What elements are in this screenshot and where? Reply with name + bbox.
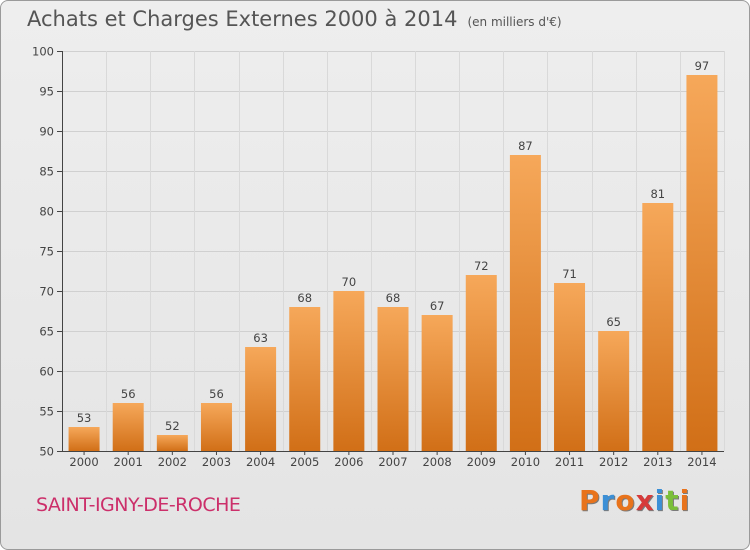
y-tick-label: 95 bbox=[39, 85, 54, 99]
place-name: SAINT-IGNY-DE-ROCHE bbox=[36, 494, 241, 516]
data-label-2001: 56 bbox=[121, 387, 136, 401]
data-label-2014: 97 bbox=[695, 59, 710, 73]
y-tick-label: 50 bbox=[39, 445, 54, 459]
x-tick-label-2003: 2003 bbox=[202, 455, 231, 469]
chart-title: Achats et Charges Externes 2000 à 2014 (e… bbox=[27, 7, 562, 31]
bar-2004 bbox=[245, 347, 277, 451]
x-tick-label-2004: 2004 bbox=[246, 455, 275, 469]
data-label-2011: 71 bbox=[562, 267, 577, 281]
x-tick-label-2011: 2011 bbox=[555, 455, 584, 469]
bar-2006 bbox=[333, 291, 365, 451]
bar-2009 bbox=[465, 275, 497, 451]
data-label-2005: 68 bbox=[297, 291, 312, 305]
data-label-2000: 53 bbox=[77, 411, 92, 425]
bar-2014 bbox=[686, 75, 718, 451]
data-label-2007: 68 bbox=[386, 291, 401, 305]
x-tick-label-2000: 2000 bbox=[69, 455, 98, 469]
logo-letter: t bbox=[665, 484, 680, 517]
x-tick-label-2010: 2010 bbox=[511, 455, 540, 469]
bar-2000 bbox=[68, 427, 100, 451]
x-tick-label-2013: 2013 bbox=[643, 455, 672, 469]
bar-2008 bbox=[421, 315, 453, 451]
bar-2012 bbox=[598, 331, 630, 451]
logo-letter: i bbox=[654, 484, 666, 517]
data-label-2006: 70 bbox=[342, 275, 357, 289]
x-tick-label-2007: 2007 bbox=[378, 455, 407, 469]
bar-2005 bbox=[289, 307, 321, 451]
data-label-2010: 87 bbox=[518, 139, 533, 153]
x-tick-label-2014: 2014 bbox=[687, 455, 716, 469]
logo-letter: P bbox=[579, 484, 601, 517]
bar-2002 bbox=[156, 435, 188, 451]
x-tick-label-2001: 2001 bbox=[114, 455, 143, 469]
y-tick-label: 75 bbox=[39, 245, 54, 259]
y-tick-label: 90 bbox=[39, 125, 54, 139]
x-tick-label-2008: 2008 bbox=[422, 455, 451, 469]
chart-title-text: Achats et Charges Externes 2000 à 2014 bbox=[27, 7, 458, 31]
proxiti-logo[interactable]: Proxiti bbox=[579, 484, 690, 517]
y-tick-label: 70 bbox=[39, 285, 54, 299]
chart-subtitle: (en milliers d'€) bbox=[467, 15, 562, 29]
data-label-2003: 56 bbox=[209, 387, 224, 401]
bar-2013 bbox=[642, 203, 674, 451]
y-tick-label: 55 bbox=[39, 405, 54, 419]
data-label-2009: 72 bbox=[474, 259, 489, 273]
logo-letter: o bbox=[615, 484, 636, 517]
labels: 50 55 60 65 70 75 80 85 90 95 100 53 2000 56 2001 52 200… bbox=[32, 45, 717, 470]
bar-2010 bbox=[509, 155, 541, 451]
x-tick-label-2002: 2002 bbox=[158, 455, 187, 469]
bar-2011 bbox=[554, 283, 586, 451]
x-tick-label-2006: 2006 bbox=[334, 455, 363, 469]
x-tick-label-2009: 2009 bbox=[467, 455, 496, 469]
logo-letter: r bbox=[600, 484, 616, 517]
data-label-2013: 81 bbox=[650, 187, 665, 201]
data-label-2002: 52 bbox=[165, 419, 180, 433]
x-tick-label-2005: 2005 bbox=[290, 455, 319, 469]
bars bbox=[68, 75, 718, 451]
logo-letter: i bbox=[679, 484, 691, 517]
x-tick-label-2012: 2012 bbox=[599, 455, 628, 469]
y-tick-label: 65 bbox=[39, 325, 54, 339]
bar-2003 bbox=[200, 403, 232, 451]
y-tick-label: 85 bbox=[39, 165, 54, 179]
logo-letter: x bbox=[635, 484, 655, 517]
y-tick-label: 100 bbox=[32, 45, 54, 59]
axes bbox=[57, 51, 724, 455]
data-label-2008: 67 bbox=[430, 299, 445, 313]
y-tick-label: 60 bbox=[39, 365, 54, 379]
bar-2007 bbox=[377, 307, 409, 451]
y-tick-label: 80 bbox=[39, 205, 54, 219]
data-label-2012: 65 bbox=[606, 315, 621, 329]
bar-2001 bbox=[112, 403, 144, 451]
data-label-2004: 63 bbox=[253, 331, 268, 345]
